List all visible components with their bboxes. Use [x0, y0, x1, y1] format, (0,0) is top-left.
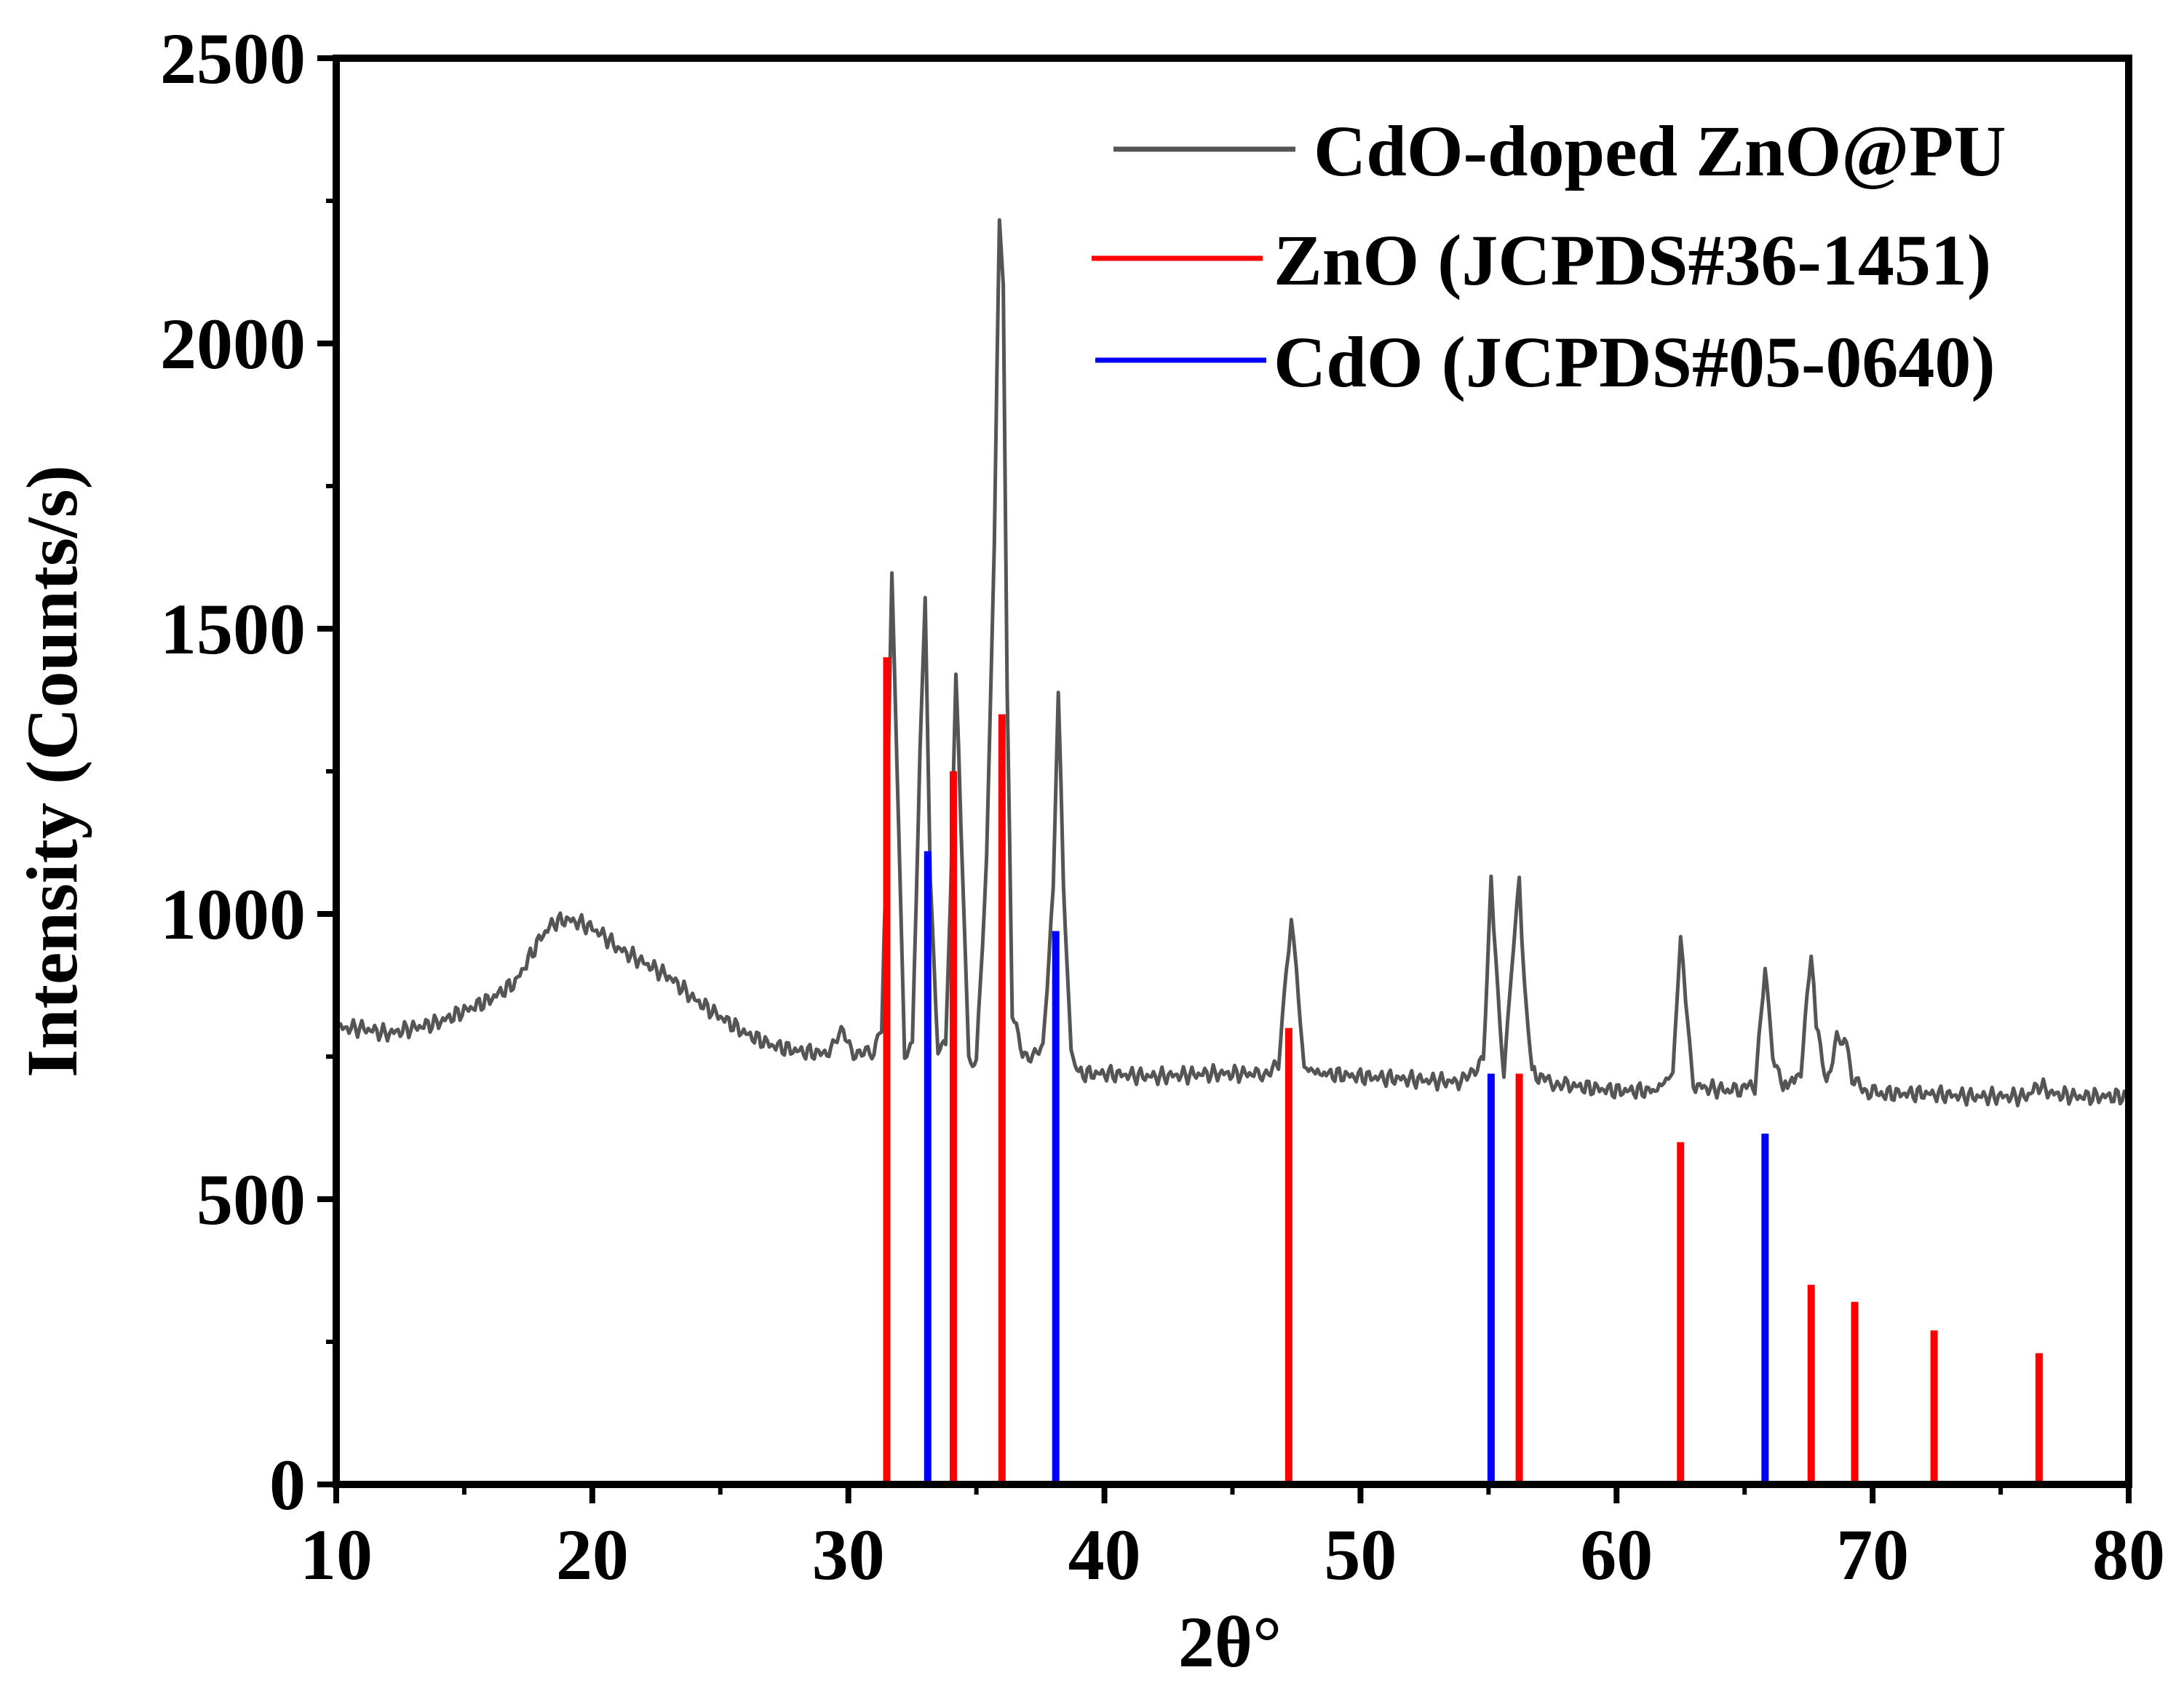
legend-label: ZnO (JCPDS#36-1451) [1274, 220, 1991, 301]
legend: CdO-doped ZnO@PU ZnO (JCPDS#36-1451) CdO (… [1092, 111, 2006, 402]
series-line-0 [334, 218, 2130, 1108]
x-tick-label: 40 [1068, 1514, 1141, 1595]
legend-label: CdO-doped ZnO@PU [1314, 111, 2006, 191]
axes: 10 20 30 40 50 60 70 80 0 500 1000 1500 2000 2500 [160, 18, 2165, 1595]
data-layer [334, 218, 2130, 1484]
x-tick-label: 80 [2092, 1514, 2165, 1595]
y-tick-label: 2000 [160, 303, 306, 384]
x-tick-label: 30 [812, 1514, 885, 1595]
x-tick-label: 50 [1324, 1514, 1397, 1595]
y-tick-label: 2500 [160, 18, 306, 99]
y-axis-title: Intensity (Counts/s) [12, 465, 92, 1078]
x-axis-title: 2θ° [1178, 1602, 1282, 1682]
y-tick-label: 1000 [160, 874, 306, 955]
x-tick-label: 20 [556, 1514, 629, 1595]
x-tick-label: 60 [1580, 1514, 1653, 1595]
legend-label: CdO (JCPDS#05-0640) [1274, 322, 1996, 402]
y-tick-label: 1500 [160, 589, 306, 669]
x-tick-label: 10 [300, 1514, 373, 1595]
x-tick-label: 70 [1836, 1514, 1909, 1595]
y-tick-label: 500 [196, 1159, 306, 1240]
y-tick-label: 0 [269, 1444, 306, 1525]
